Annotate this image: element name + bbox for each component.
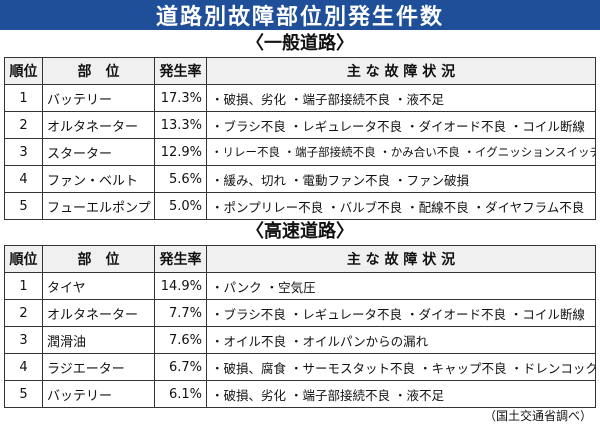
general-roads-table: 順位 部 位 発生率 主 な 故 障 状 況 1 バッテリー 17.3% ・破損… — [4, 57, 596, 220]
table-row: 4 ファン・ベルト 5.6% ・緩み、切れ ・電動ファン不良 ・ファン破損 — [4, 165, 596, 193]
part-cell: オルタネーター — [42, 111, 155, 139]
header-rate: 発生率 — [154, 57, 207, 85]
part-cell: ラジエーター — [42, 353, 155, 381]
table-row: 1 バッテリー 17.3% ・破損、劣化 ・端子部接続不良 ・液不足 — [4, 84, 596, 112]
rate-cell: 13.3% — [154, 111, 207, 139]
table-row: 5 フューエルポンプ 5.0% ・ポンプリレー不良 ・バルブ不良 ・配線不良 ・… — [4, 192, 596, 220]
part-cell: ファン・ベルト — [42, 165, 155, 193]
symptoms-cell: ・破損、腐食 ・サーモスタット不良 ・キャップ不良 ・ドレンコック不良 — [206, 353, 596, 381]
symptoms-cell: ・パンク ・空気圧 — [206, 272, 596, 300]
rank-cell: 5 — [4, 380, 43, 408]
rank-cell: 1 — [4, 84, 43, 112]
section-title-expressways: 〈高速道路〉 — [246, 221, 354, 242]
expressways-table: 順位 部 位 発生率 主 な 故 障 状 況 1 タイヤ 14.9% ・パンク … — [4, 245, 596, 408]
source-note: （国土交通省調べ） — [483, 409, 592, 423]
table-row: 2 オルタネーター 13.3% ・ブラシ不良 ・レギュレータ不良 ・ダイオード不… — [4, 111, 596, 139]
header-rank: 順位 — [4, 245, 43, 273]
header-rank: 順位 — [4, 57, 43, 85]
part-cell: バッテリー — [42, 84, 155, 112]
table-row: 3 潤滑油 7.6% ・オイル不良 ・オイルパンからの漏れ — [4, 326, 596, 354]
symptoms-cell: ・破損、劣化 ・端子部接続不良 ・液不足 — [206, 84, 596, 112]
symptoms-cell: ・オイル不良 ・オイルパンからの漏れ — [206, 326, 596, 354]
rate-cell: 6.1% — [154, 380, 207, 408]
symptoms-cell: ・緩み、切れ ・電動ファン不良 ・ファン破損 — [206, 165, 596, 193]
table-header-row: 順位 部 位 発生率 主 な 故 障 状 況 — [4, 245, 596, 273]
part-cell: フューエルポンプ — [42, 192, 155, 220]
header-symptoms: 主 な 故 障 状 況 — [206, 57, 596, 85]
rank-cell: 3 — [4, 326, 43, 354]
symptoms-cell: ・ポンプリレー不良 ・バルブ不良 ・配線不良 ・ダイヤフラム不良 — [206, 192, 596, 220]
symptoms-cell: ・リレー不良 ・端子部接続不良 ・かみ合い不良 ・イグニッションスイッチ不良 — [206, 138, 596, 166]
rank-cell: 4 — [4, 353, 43, 381]
part-cell: バッテリー — [42, 380, 155, 408]
part-cell: オルタネーター — [42, 299, 155, 327]
rate-cell: 7.7% — [154, 299, 207, 327]
symptoms-cell: ・破損、劣化 ・端子部接続不良 ・液不足 — [206, 380, 596, 408]
rate-cell: 6.7% — [154, 353, 207, 381]
part-cell: タイヤ — [42, 272, 155, 300]
rate-cell: 14.9% — [154, 272, 207, 300]
header-part: 部 位 — [42, 245, 155, 273]
rate-cell: 5.6% — [154, 165, 207, 193]
document-title: 道路別故障部位別発生件数 — [155, 5, 444, 30]
rank-cell: 3 — [4, 138, 43, 166]
part-cell: スターター — [42, 138, 155, 166]
rank-cell: 2 — [4, 111, 43, 139]
part-cell: 潤滑油 — [42, 326, 155, 354]
header-symptoms: 主 な 故 障 状 況 — [206, 245, 596, 273]
rank-cell: 2 — [4, 299, 43, 327]
table-row: 5 バッテリー 6.1% ・破損、劣化 ・端子部接続不良 ・液不足 — [4, 380, 596, 408]
table-row: 3 スターター 12.9% ・リレー不良 ・端子部接続不良 ・かみ合い不良 ・イ… — [4, 138, 596, 166]
title-bar: 道路別故障部位別発生件数 — [0, 0, 600, 30]
rank-cell: 4 — [4, 165, 43, 193]
table-row: 2 オルタネーター 7.7% ・ブラシ不良 ・レギュレータ不良 ・ダイオード不良… — [4, 299, 596, 327]
section-title-general-roads: 〈一般道路〉 — [246, 33, 354, 54]
table-header-row: 順位 部 位 発生率 主 な 故 障 状 況 — [4, 57, 596, 85]
rank-cell: 1 — [4, 272, 43, 300]
rate-cell: 12.9% — [154, 138, 207, 166]
rate-cell: 17.3% — [154, 84, 207, 112]
rank-cell: 5 — [4, 192, 43, 220]
header-part: 部 位 — [42, 57, 155, 85]
table-row: 4 ラジエーター 6.7% ・破損、腐食 ・サーモスタット不良 ・キャップ不良 … — [4, 353, 596, 381]
header-rate: 発生率 — [154, 245, 207, 273]
symptoms-cell: ・ブラシ不良 ・レギュレータ不良 ・ダイオード不良 ・コイル断線 — [206, 111, 596, 139]
rate-cell: 7.6% — [154, 326, 207, 354]
table-row: 1 タイヤ 14.9% ・パンク ・空気圧 — [4, 272, 596, 300]
rate-cell: 5.0% — [154, 192, 207, 220]
symptoms-cell: ・ブラシ不良 ・レギュレータ不良 ・ダイオード不良 ・コイル断線 — [206, 299, 596, 327]
